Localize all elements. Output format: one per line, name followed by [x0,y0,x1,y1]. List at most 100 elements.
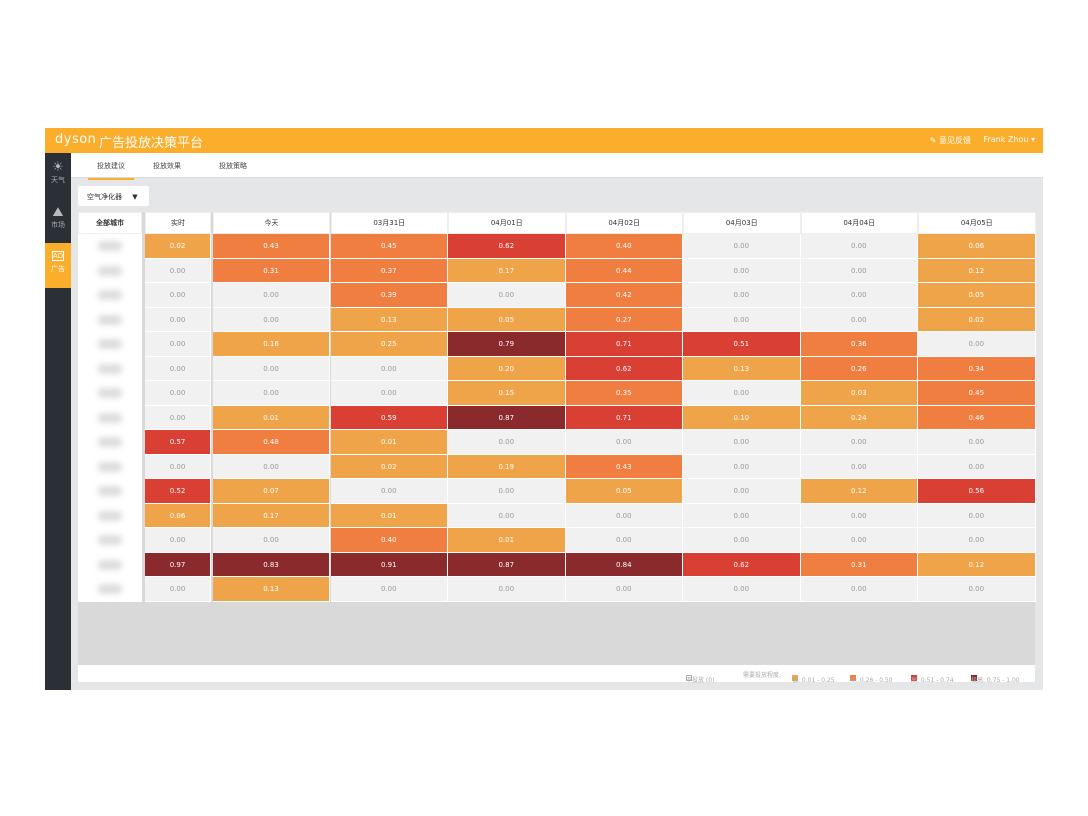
score-cell[interactable]: 0.51 [683,332,801,357]
score-cell[interactable]: 0.05 [565,479,683,504]
score-cell[interactable]: 0.00 [683,234,801,259]
score-cell[interactable]: 0.12 [918,552,1036,577]
score-cell[interactable]: 0.00 [800,454,918,479]
city-name-blurred[interactable] [78,258,142,283]
city-name-blurred[interactable] [78,503,142,528]
score-cell[interactable]: 0.00 [800,258,918,283]
score-cell[interactable]: 0.13 [330,307,448,332]
score-cell[interactable]: 0.00 [213,454,330,479]
score-cell[interactable]: 0.57 [145,430,211,455]
score-cell[interactable]: 0.12 [918,258,1036,283]
score-cell[interactable]: 0.02 [918,307,1036,332]
score-cell[interactable]: 0.00 [145,577,211,602]
score-cell[interactable]: 0.00 [330,577,448,602]
score-cell[interactable]: 0.06 [145,503,211,528]
tab-strategy[interactable]: 投放策略 [219,162,247,170]
score-cell[interactable]: 0.45 [918,381,1036,406]
score-cell[interactable]: 0.00 [448,283,566,308]
score-cell[interactable]: 0.46 [918,405,1036,430]
score-cell[interactable]: 0.00 [213,283,330,308]
score-cell[interactable]: 0.35 [565,381,683,406]
score-cell[interactable]: 0.00 [145,454,211,479]
tab-effects[interactable]: 投放效果 [153,162,181,170]
score-cell[interactable]: 0.00 [330,381,448,406]
score-cell[interactable]: 0.13 [683,356,801,381]
score-cell[interactable]: 0.00 [800,577,918,602]
score-cell[interactable]: 0.62 [565,356,683,381]
score-cell[interactable]: 0.00 [565,577,683,602]
score-cell[interactable]: 0.24 [800,405,918,430]
score-cell[interactable]: 0.00 [683,430,801,455]
score-cell[interactable]: 0.79 [448,332,566,357]
score-cell[interactable]: 0.00 [145,405,211,430]
score-cell[interactable]: 0.03 [800,381,918,406]
score-cell[interactable]: 0.02 [145,234,211,259]
score-cell[interactable]: 0.27 [565,307,683,332]
score-cell[interactable]: 0.00 [448,430,566,455]
city-name-blurred[interactable] [78,405,142,430]
score-cell[interactable]: 0.00 [565,528,683,553]
score-cell[interactable]: 0.87 [448,405,566,430]
city-name-blurred[interactable] [78,528,142,553]
score-cell[interactable]: 0.62 [683,552,801,577]
city-name-blurred[interactable] [78,283,142,308]
city-name-blurred[interactable] [78,307,142,332]
score-cell[interactable]: 0.37 [330,258,448,283]
score-cell[interactable]: 0.00 [800,430,918,455]
score-cell[interactable]: 0.00 [145,332,211,357]
score-cell[interactable]: 0.00 [330,479,448,504]
score-cell[interactable]: 0.31 [800,552,918,577]
score-cell[interactable]: 0.05 [918,283,1036,308]
product-select[interactable]: 空气净化器 ▼ [78,186,149,206]
score-cell[interactable]: 0.05 [448,307,566,332]
city-name-blurred[interactable] [78,381,142,406]
score-cell[interactable]: 0.39 [330,283,448,308]
score-cell[interactable]: 0.87 [448,552,566,577]
score-cell[interactable]: 0.25 [330,332,448,357]
score-cell[interactable]: 0.43 [213,234,330,259]
score-cell[interactable]: 0.10 [683,405,801,430]
score-cell[interactable]: 0.56 [918,479,1036,504]
score-cell[interactable]: 0.00 [800,234,918,259]
score-cell[interactable]: 0.91 [330,552,448,577]
score-cell[interactable]: 0.00 [145,356,211,381]
score-cell[interactable]: 0.00 [448,577,566,602]
score-cell[interactable]: 0.00 [918,577,1036,602]
score-cell[interactable]: 0.17 [213,503,330,528]
score-cell[interactable]: 0.26 [800,356,918,381]
score-cell[interactable]: 0.16 [213,332,330,357]
score-cell[interactable]: 0.00 [800,503,918,528]
score-cell[interactable]: 0.00 [145,381,211,406]
sidebar-item-ads[interactable]: AD 广告 [45,243,71,288]
score-cell[interactable]: 0.00 [918,332,1036,357]
score-cell[interactable]: 0.40 [330,528,448,553]
city-name-blurred[interactable] [78,552,142,577]
score-cell[interactable]: 0.00 [145,258,211,283]
city-name-blurred[interactable] [78,577,142,602]
score-cell[interactable]: 0.00 [565,430,683,455]
score-cell[interactable]: 0.20 [448,356,566,381]
score-cell[interactable]: 0.83 [213,552,330,577]
score-cell[interactable]: 0.00 [683,577,801,602]
score-cell[interactable]: 0.00 [683,283,801,308]
score-cell[interactable]: 0.00 [448,503,566,528]
score-cell[interactable]: 0.00 [683,381,801,406]
score-cell[interactable]: 0.43 [565,454,683,479]
score-cell[interactable]: 0.52 [145,479,211,504]
score-cell[interactable]: 0.40 [565,234,683,259]
sidebar-item-market[interactable]: ⛰ 市场 [45,198,71,243]
score-cell[interactable]: 0.00 [683,503,801,528]
score-cell[interactable]: 0.00 [213,381,330,406]
score-cell[interactable]: 0.00 [213,528,330,553]
score-cell[interactable]: 0.00 [145,283,211,308]
score-cell[interactable]: 0.00 [330,356,448,381]
score-cell[interactable]: 0.00 [800,528,918,553]
score-cell[interactable]: 0.00 [918,503,1036,528]
city-filter-header[interactable]: 全部城市 [78,212,142,234]
score-cell[interactable]: 0.00 [683,454,801,479]
score-cell[interactable]: 0.31 [213,258,330,283]
city-name-blurred[interactable] [78,454,142,479]
score-cell[interactable]: 0.17 [448,258,566,283]
score-cell[interactable]: 0.02 [330,454,448,479]
score-cell[interactable]: 0.62 [448,234,566,259]
